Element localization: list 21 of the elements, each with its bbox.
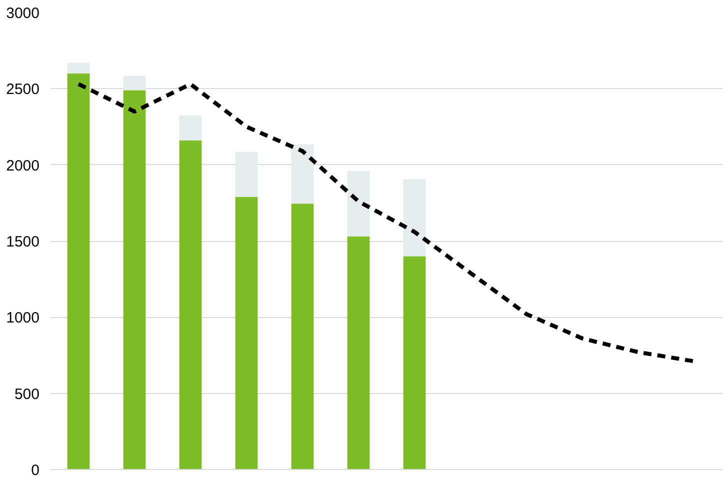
bar — [123, 76, 146, 90]
bar — [179, 140, 202, 470]
y-tick-label: 500 — [14, 386, 40, 403]
y-tick-label: 2500 — [6, 81, 40, 98]
bar — [403, 179, 426, 256]
y-tick-label: 1000 — [6, 310, 40, 327]
bar — [291, 204, 314, 470]
bar — [179, 115, 202, 140]
bar — [291, 144, 314, 204]
bar — [403, 256, 426, 470]
bar — [347, 170, 370, 236]
bar — [123, 90, 146, 470]
bar — [67, 73, 90, 470]
y-tick-label: 2000 — [6, 157, 40, 174]
y-tick-label: 3000 — [6, 5, 40, 22]
y-tick-label: 0 — [31, 462, 40, 479]
bar — [235, 152, 258, 197]
bar — [235, 196, 258, 470]
y-tick-label: 1500 — [6, 234, 40, 250]
bar — [67, 62, 90, 74]
bar — [347, 236, 370, 470]
